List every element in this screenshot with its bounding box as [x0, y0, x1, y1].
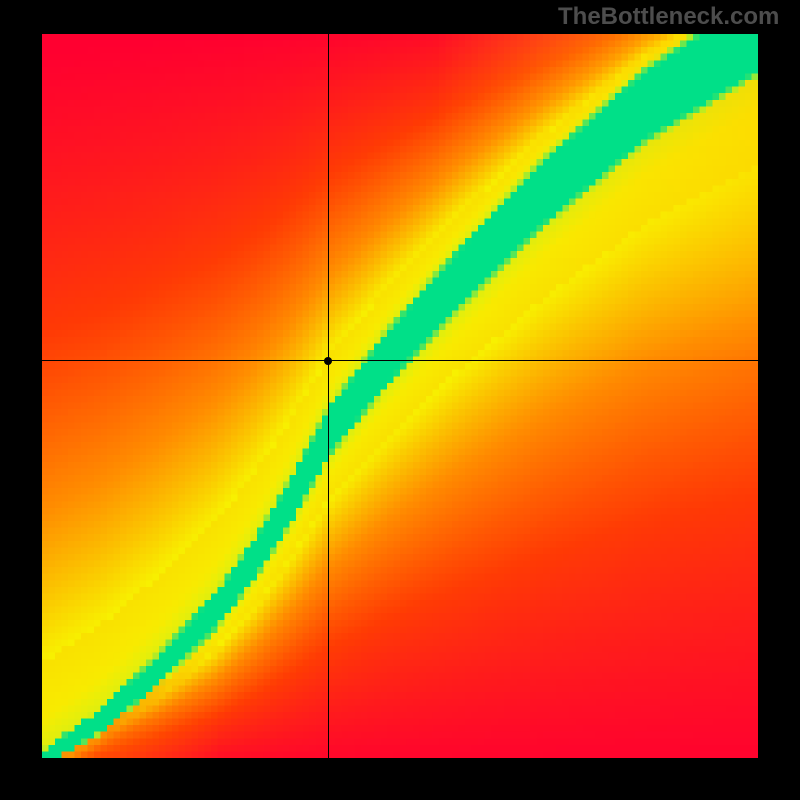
crosshair-horizontal [42, 360, 758, 361]
chart-frame: TheBottleneck.com [0, 0, 800, 800]
watermark-text: TheBottleneck.com [558, 3, 779, 31]
crosshair-vertical [328, 34, 329, 758]
bottleneck-heatmap [42, 34, 758, 758]
data-point-marker [324, 357, 332, 365]
